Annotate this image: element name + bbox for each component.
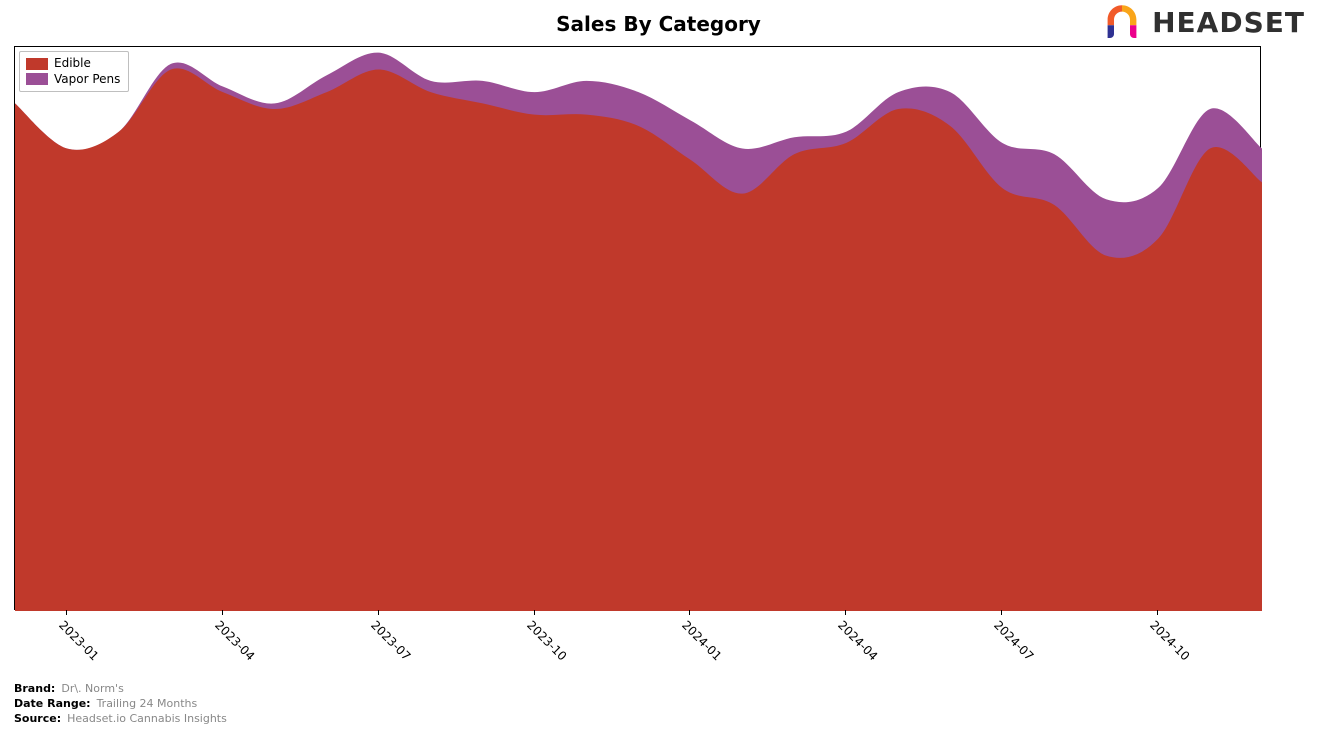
x-tick-label: 2024-10 — [1147, 618, 1192, 663]
area-series-edible — [15, 68, 1262, 611]
x-tick-label: 2023-01 — [56, 618, 101, 663]
metadata-row: Date Range: Trailing 24 Months — [14, 697, 227, 712]
x-tick-label: 2023-07 — [368, 618, 413, 663]
x-tick-label: 2024-07 — [991, 618, 1036, 663]
legend-item: Edible — [26, 56, 120, 72]
x-tick-label: 2023-10 — [524, 618, 569, 663]
legend-item: Vapor Pens — [26, 72, 120, 88]
x-tick-mark — [534, 610, 535, 615]
legend-label: Edible — [54, 56, 91, 72]
headset-logo: HEADSET — [1102, 2, 1305, 42]
metadata-value: Trailing 24 Months — [97, 697, 198, 712]
headset-logo-text: HEADSET — [1152, 6, 1305, 39]
x-tick-mark — [1001, 610, 1002, 615]
legend-label: Vapor Pens — [54, 72, 120, 88]
chart-plot-area: EdibleVapor Pens — [14, 46, 1261, 610]
metadata-label: Source: — [14, 712, 61, 727]
metadata-row: Source: Headset.io Cannabis Insights — [14, 712, 227, 727]
x-tick-mark — [378, 610, 379, 615]
headset-logo-icon — [1102, 2, 1142, 42]
metadata-label: Brand: — [14, 682, 55, 697]
x-tick-label: 2024-04 — [835, 618, 880, 663]
legend-swatch — [26, 58, 48, 70]
metadata-label: Date Range: — [14, 697, 91, 712]
x-tick-mark — [66, 610, 67, 615]
x-tick-mark — [1157, 610, 1158, 615]
metadata-value: Headset.io Cannabis Insights — [67, 712, 227, 727]
x-tick-mark — [689, 610, 690, 615]
metadata-value: Dr\. Norm's — [61, 682, 123, 697]
x-tick-label: 2024-01 — [680, 618, 725, 663]
chart-metadata: Brand: Dr\. Norm'sDate Range: Trailing 24 … — [14, 682, 227, 727]
metadata-row: Brand: Dr\. Norm's — [14, 682, 227, 697]
x-tick-mark — [845, 610, 846, 615]
chart-legend: EdibleVapor Pens — [19, 51, 129, 92]
legend-swatch — [26, 73, 48, 85]
x-tick-label: 2023-04 — [212, 618, 257, 663]
chart-svg — [15, 47, 1262, 611]
x-tick-mark — [222, 610, 223, 615]
